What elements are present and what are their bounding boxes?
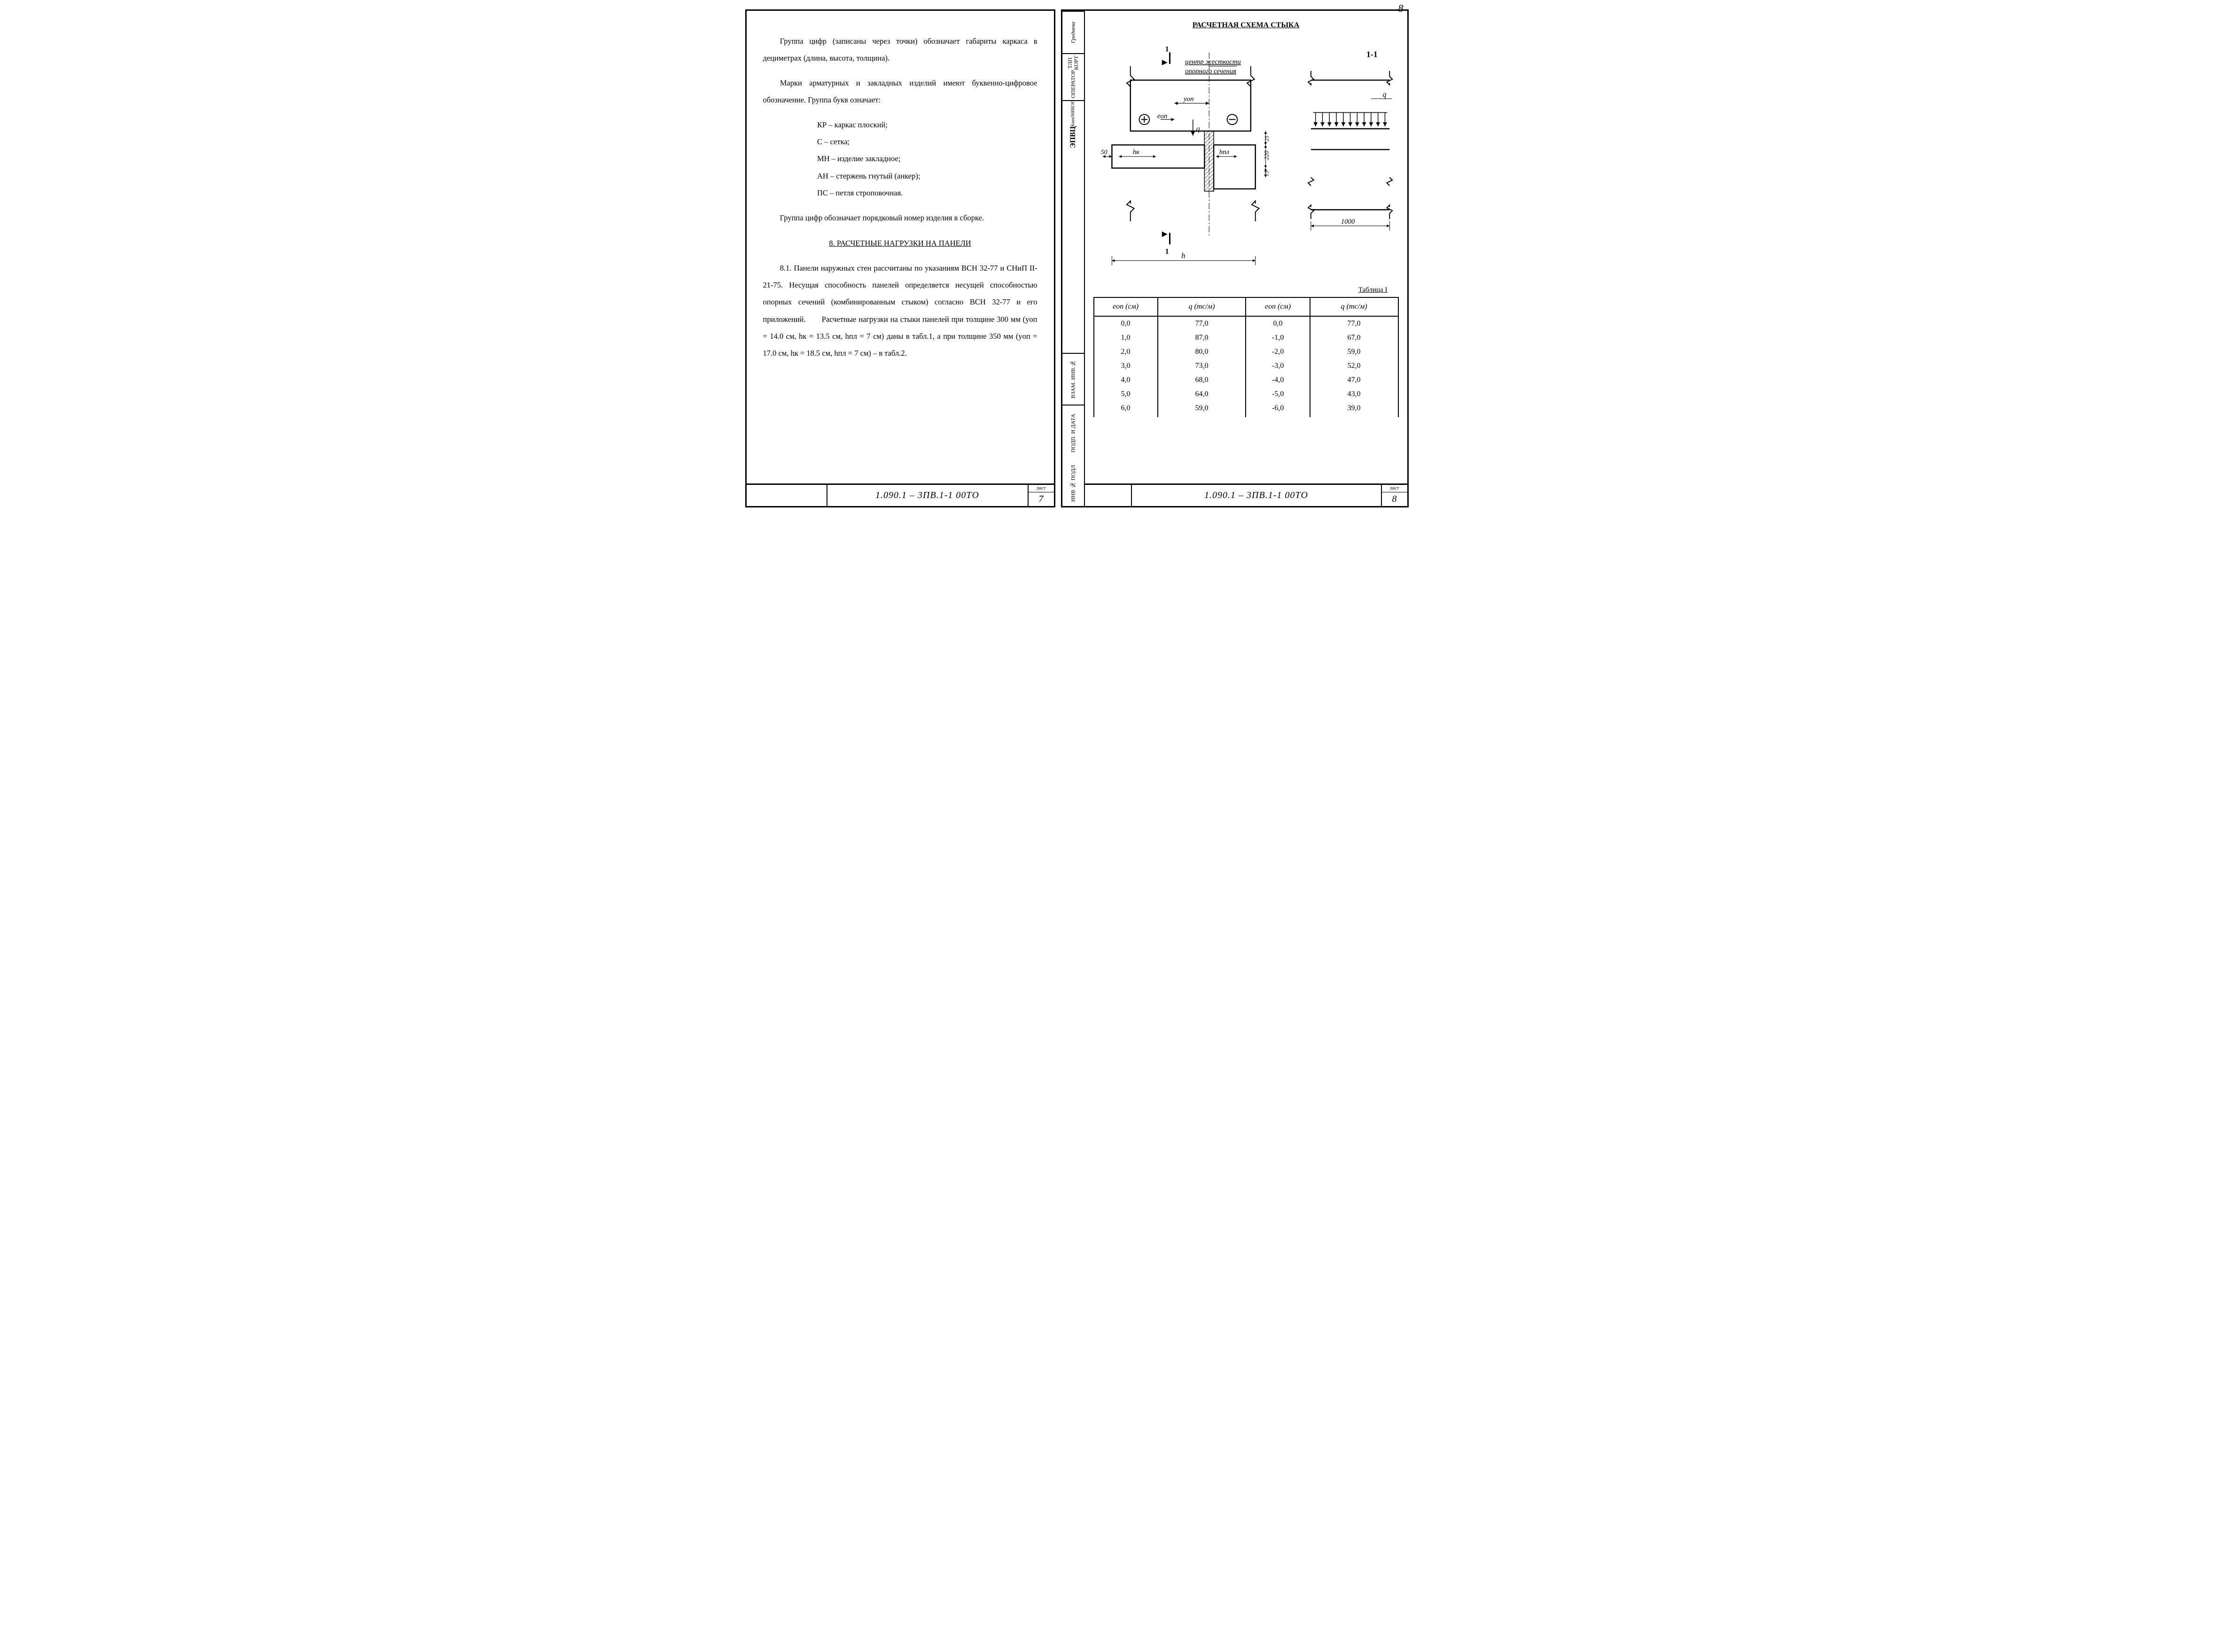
stamp-signature: Греднева bbox=[1062, 11, 1084, 53]
stamp-column: Греднева ОПЕРАТОР ТЛП КОРТ ЭПВЦ КиевЗНИИ… bbox=[1062, 11, 1085, 506]
table-caption: Таблица I bbox=[1093, 286, 1388, 294]
title-block-spacer bbox=[1085, 485, 1132, 506]
sheet-box: лист 7 bbox=[1028, 485, 1054, 506]
th-q-pos: q (тс/м) bbox=[1158, 297, 1246, 316]
def-mn: МН – изделие закладное; bbox=[817, 150, 1037, 167]
stamp-podp-data: ПОДП. И ДАТА bbox=[1062, 405, 1084, 461]
def-c: С – сетка; bbox=[817, 133, 1037, 150]
table-row: 6,059,0-6,039,0 bbox=[1094, 401, 1398, 417]
doc-code: 1.090.1 – 3ПВ.1-1 00ТО bbox=[827, 485, 1028, 506]
para-ordinal: Группа цифр обозначает порядковый номер … bbox=[763, 210, 1037, 226]
page-8: 8 Греднева ОПЕРАТОР ТЛП КОРТ ЭПВЦ КиевЗН… bbox=[1061, 9, 1409, 507]
sheet-label: лист bbox=[1029, 485, 1054, 492]
cut-mark-top: 1 bbox=[1165, 46, 1169, 54]
dim-1000: 1000 bbox=[1341, 218, 1355, 226]
table-header-row: eоп (см) q (тс/м) eоп (см) q (тс/м) bbox=[1094, 297, 1398, 316]
label-q-section: q bbox=[1382, 91, 1386, 99]
page-7: Группа цифр (записаны через точки) обозн… bbox=[745, 9, 1055, 507]
diagram-title: РАСЧЕТНАЯ СХЕМА СТЫКА bbox=[1093, 21, 1399, 30]
table-row: 2,080,0-2,059,0 bbox=[1094, 345, 1398, 359]
diagram: 1 1 yоп bbox=[1093, 34, 1399, 283]
section-8-title: 8. РАСЧЕТНЫЕ НАГРУЗКИ НА ПАНЕЛИ bbox=[763, 235, 1037, 252]
para-marks-intro: Марки арматурных и закладных изделий име… bbox=[763, 75, 1037, 109]
dim-50: 50 bbox=[1100, 148, 1107, 156]
section-label: 1-1 bbox=[1366, 49, 1378, 59]
sheet-number: 7 bbox=[1029, 492, 1054, 506]
note-line2: опорного сечения bbox=[1185, 68, 1236, 75]
stamp-gap bbox=[1062, 147, 1084, 353]
dim-15: 15 bbox=[1263, 171, 1270, 177]
stamp-epvc: ЭПВЦ КиевЗНИИЭП bbox=[1062, 100, 1084, 147]
plan-view: 1 1 yоп bbox=[1100, 46, 1270, 265]
def-ps: ПС – петля строповочная. bbox=[817, 185, 1037, 202]
title-block: 1.090.1 – 3ПВ.1-1 00ТО лист 7 bbox=[747, 483, 1054, 506]
definition-list: КР – каркас плоский; С – сетка; МН – изд… bbox=[817, 117, 1037, 202]
table-row: 4,068,0-4,047,0 bbox=[1094, 373, 1398, 387]
def-an: АН – стержень гнутый (анкер); bbox=[817, 168, 1037, 185]
para-8-1-a: 8.1. Панели наружных стен рассчитаны по … bbox=[763, 260, 1037, 362]
label-yop: yоп bbox=[1183, 95, 1193, 103]
table-row: 0,077,00,077,0 bbox=[1094, 316, 1398, 331]
body-text: Группа цифр (записаны через точки) обозн… bbox=[763, 33, 1037, 362]
diagram-svg: 1 1 yоп bbox=[1093, 34, 1399, 283]
load-table: eоп (см) q (тс/м) eоп (см) q (тс/м) 0,07… bbox=[1093, 297, 1399, 417]
para-dimensions: Группа цифр (записаны через точки) обозн… bbox=[763, 33, 1037, 67]
th-eop-pos: eоп (см) bbox=[1094, 297, 1158, 316]
th-eop-neg: eоп (см) bbox=[1246, 297, 1310, 316]
content-column: РАСЧЕТНАЯ СХЕМА СТЫКА bbox=[1085, 11, 1407, 506]
table-row: 5,064,0-5,043,0 bbox=[1094, 387, 1398, 401]
label-eop: eоп bbox=[1157, 112, 1167, 120]
dim-220: 220 bbox=[1263, 150, 1270, 160]
note-line1: центр жесткости bbox=[1185, 58, 1241, 66]
title-block: 1.090.1 – 3ПВ.1-1 00ТО лист 8 bbox=[1085, 483, 1407, 506]
dim-25: 25 bbox=[1263, 136, 1270, 141]
def-kr: КР – каркас плоский; bbox=[817, 117, 1037, 133]
label-h: h bbox=[1181, 251, 1185, 260]
stamp-inv-podl: ИНВ № ПОДЛ bbox=[1062, 461, 1084, 506]
th-q-neg: q (тс/м) bbox=[1310, 297, 1398, 316]
table-body: 0,077,00,077,0 1,087,0-1,067,0 2,080,0-2… bbox=[1094, 316, 1398, 417]
table-row: 3,073,0-3,052,0 bbox=[1094, 359, 1398, 373]
page-spread: Группа цифр (записаны через точки) обозн… bbox=[745, 9, 1478, 507]
label-hpl: hпл bbox=[1219, 148, 1229, 156]
table-row: 1,087,0-1,067,0 bbox=[1094, 331, 1398, 345]
sheet-label: лист bbox=[1382, 485, 1407, 492]
sheet-number: 8 bbox=[1382, 492, 1407, 506]
sheet-box: лист 8 bbox=[1381, 485, 1407, 506]
label-hk: hк bbox=[1132, 148, 1139, 156]
section-1-1: 1-1 bbox=[1308, 49, 1392, 230]
cut-mark-bottom: 1 bbox=[1165, 248, 1169, 256]
label-q-left: q bbox=[1196, 125, 1200, 133]
stamp-operator: ОПЕРАТОР ТЛП КОРТ bbox=[1062, 53, 1084, 100]
stamp-vzam-inv: ВЗАМ. ИНВ.№ bbox=[1062, 353, 1084, 405]
doc-code: 1.090.1 – 3ПВ.1-1 00ТО bbox=[1132, 485, 1381, 506]
